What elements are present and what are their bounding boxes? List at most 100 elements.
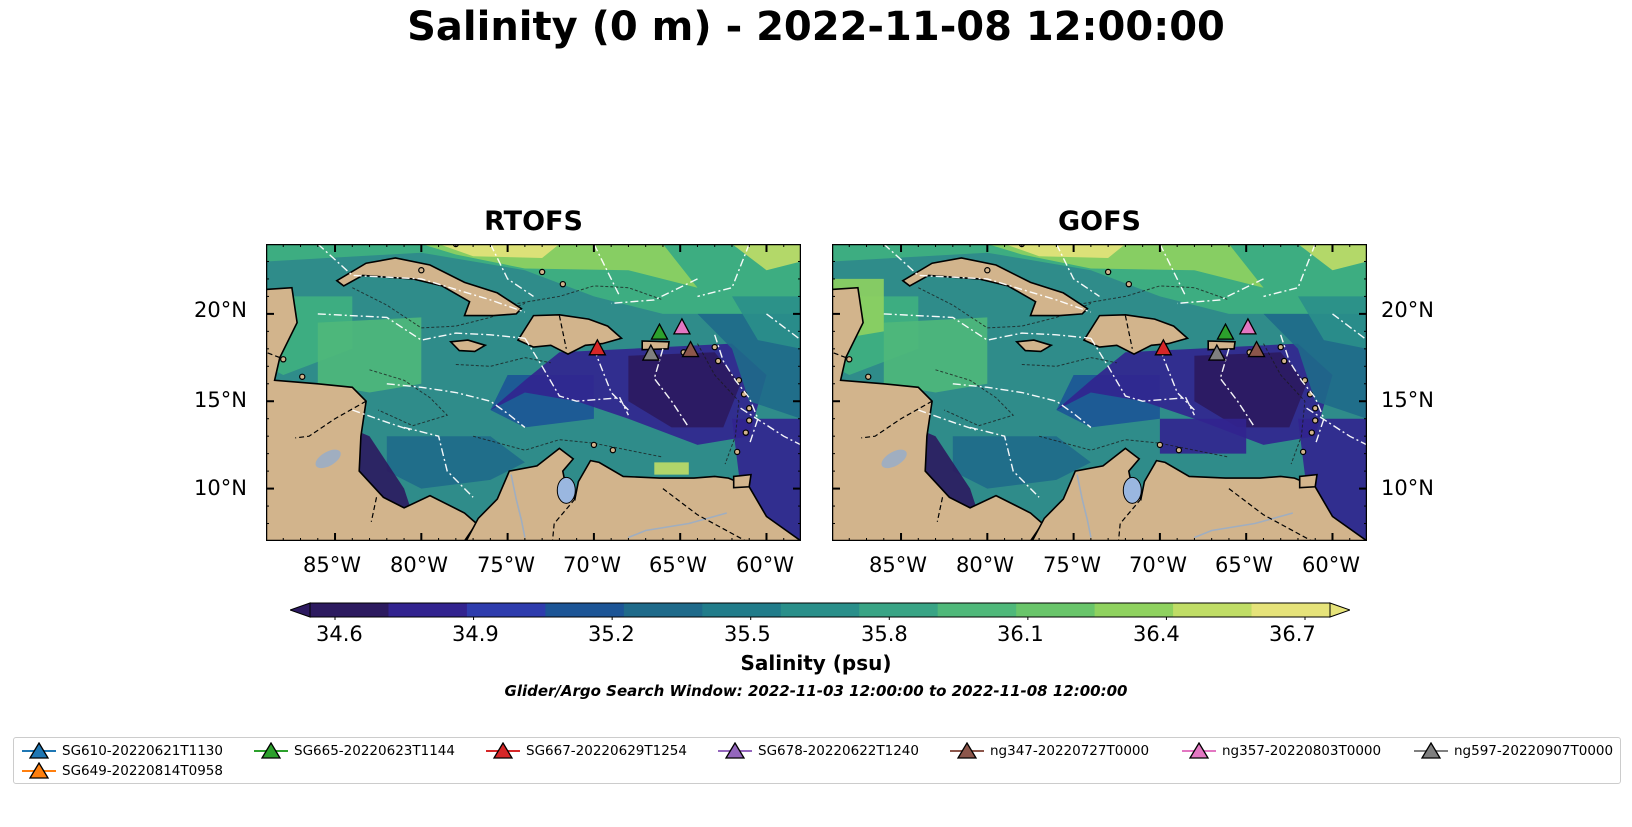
eez-boundary	[1332, 313, 1367, 341]
legend-label: SG610-20220621T1130	[62, 743, 223, 759]
land-puertorico	[641, 340, 670, 351]
eez-boundary	[740, 407, 801, 446]
colorbar-tick-label: 35.8	[861, 622, 908, 646]
bathymetry-contour	[935, 369, 1015, 427]
colorbar-tick-label: 36.7	[1269, 622, 1316, 646]
lake-nicaragua	[315, 449, 341, 469]
island	[1301, 377, 1309, 384]
land-trinidad	[732, 473, 752, 489]
lat-label-right: 20°N	[1381, 298, 1434, 322]
eez-boundary	[1219, 348, 1256, 428]
colorbar	[290, 602, 1350, 620]
river	[1194, 512, 1294, 539]
salinity-zone	[1298, 296, 1367, 349]
eez-boundary	[1280, 334, 1325, 446]
bathymetry-contour	[369, 369, 449, 427]
river	[628, 512, 728, 539]
glider-marker	[1247, 340, 1266, 358]
land-jamaica	[448, 339, 488, 353]
lat-label-right: 15°N	[1381, 388, 1434, 412]
island	[1280, 357, 1288, 365]
island	[609, 446, 617, 454]
country-border	[662, 488, 747, 541]
bathymetry-contour	[507, 285, 664, 306]
colorbar-extend-max	[1329, 602, 1350, 618]
salinity-zone	[438, 244, 560, 258]
panel-title-rtofs: RTOFS	[484, 206, 583, 237]
map-frame	[832, 244, 1367, 541]
salinity-zone	[1298, 244, 1367, 271]
salinity-zone	[952, 436, 1091, 489]
eez-boundary	[714, 334, 759, 446]
lake-maracaibo	[1122, 476, 1142, 504]
eez-boundary	[883, 244, 1092, 313]
eez-boundary	[611, 278, 698, 305]
lon-label-rtofs: 80°W	[390, 553, 448, 577]
colorbar-swatch	[388, 603, 468, 617]
colorbar-swatch	[310, 603, 389, 617]
land-trinidad	[1298, 473, 1318, 489]
colorbar-swatch	[1094, 603, 1174, 617]
bathymetry-contour	[1038, 435, 1229, 458]
lake-nicaragua	[881, 449, 907, 469]
country-border	[266, 351, 281, 359]
bathymetry-contour	[1073, 285, 1230, 306]
bathymetry-contour	[1021, 357, 1117, 367]
legend-item: SG678-20220622T1240	[718, 742, 919, 760]
colorbar-tick-label: 35.5	[724, 622, 771, 646]
triangle-marker-icon	[1182, 742, 1216, 759]
eez-boundary	[952, 383, 1092, 428]
island	[1299, 448, 1307, 456]
country-border	[558, 315, 567, 349]
lon-label-rtofs: 65°W	[649, 553, 707, 577]
colorbar-swatch	[702, 603, 782, 617]
lon-label-rtofs: 60°W	[736, 553, 794, 577]
glider-marker	[1207, 343, 1226, 361]
colorbar-tick-label: 36.1	[997, 622, 1044, 646]
glider-marker	[1154, 338, 1173, 356]
map-content	[266, 244, 801, 541]
lon-label-gofs: 85°W	[869, 553, 927, 577]
river	[1076, 474, 1092, 538]
salinity-zone	[1004, 244, 1126, 258]
bathymetry-contour	[455, 357, 551, 367]
island	[280, 356, 287, 363]
island	[746, 405, 753, 412]
legend-label: SG649-20220814T0958	[62, 763, 223, 779]
colorbar-tick-label: 34.6	[316, 622, 363, 646]
glider-marker	[1216, 322, 1235, 340]
lon-label-rtofs: 75°W	[477, 553, 535, 577]
country-border	[936, 497, 944, 522]
island	[418, 267, 425, 274]
colorbar-swatch	[466, 603, 546, 617]
salinity-zone	[386, 436, 525, 489]
legend-label: ng357-20220803T0000	[1222, 743, 1382, 759]
island	[846, 356, 853, 363]
legend-item: ng347-20220727T0000	[950, 742, 1149, 760]
legend-item: SG665-20220623T1144	[254, 742, 455, 760]
glider-marker	[650, 322, 669, 340]
island	[714, 357, 722, 365]
legend-label: SG665-20220623T1144	[294, 743, 455, 759]
eez-boundary	[1263, 244, 1316, 298]
glider-marker	[641, 343, 660, 361]
country-border	[861, 400, 933, 439]
search-window-text: Glider/Argo Search Window: 2022-11-03 12…	[504, 682, 1128, 700]
lat-label-left: 10°N	[194, 476, 247, 500]
eez-boundary	[1055, 244, 1100, 297]
lon-label-rtofs: 70°W	[563, 553, 621, 577]
bathymetry-contour	[697, 343, 740, 465]
eez-boundary	[1306, 407, 1367, 446]
lon-label-gofs: 80°W	[956, 553, 1014, 577]
triangle-marker-icon	[1414, 742, 1448, 759]
island	[984, 267, 991, 274]
salinity-zone	[1159, 418, 1247, 454]
legend-item: ng357-20220803T0000	[1182, 742, 1381, 760]
eez-boundary	[1177, 278, 1264, 305]
island	[746, 417, 753, 424]
eez-boundary	[1090, 337, 1196, 416]
river	[510, 474, 526, 538]
glider-marker	[1238, 317, 1258, 335]
island	[559, 280, 567, 288]
glider-marker	[588, 338, 607, 356]
